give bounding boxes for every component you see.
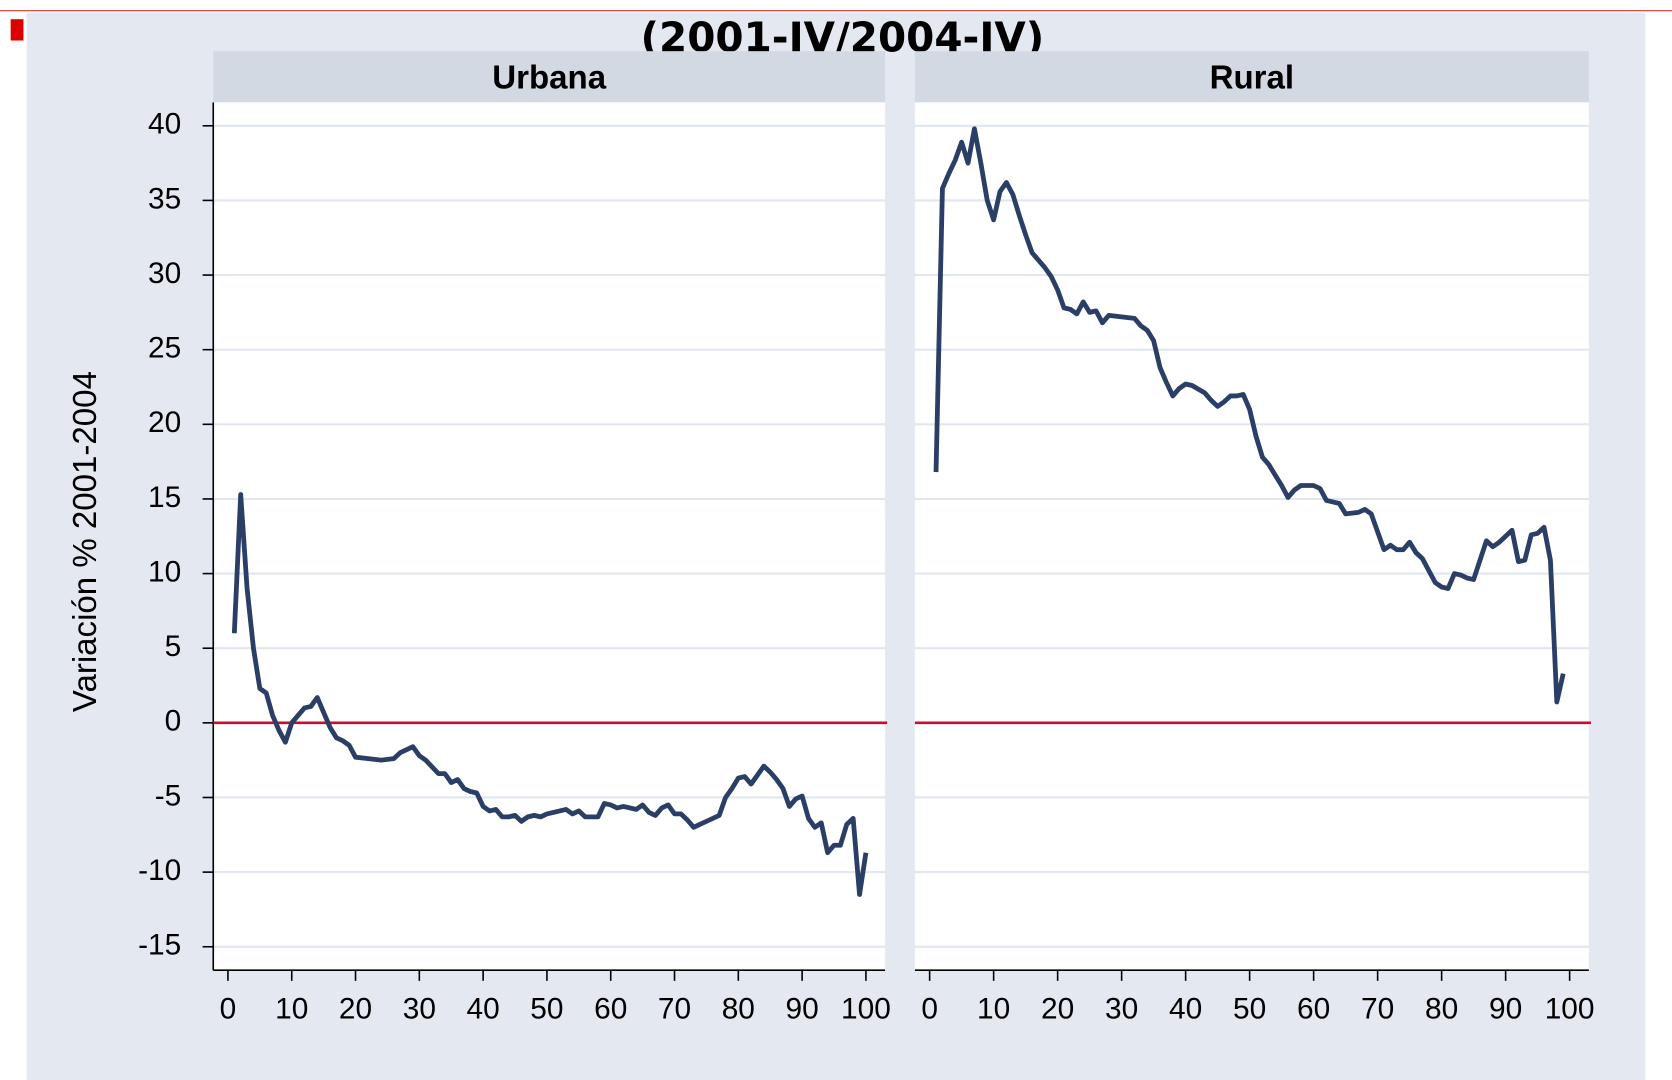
y-tick-label: 5	[165, 630, 182, 663]
x-tick-label: 80	[722, 993, 755, 1026]
x-tick-label: 40	[1169, 993, 1202, 1026]
y-tick-label: 35	[148, 182, 181, 215]
panel-header	[213, 51, 886, 103]
x-tick-label: 50	[530, 993, 563, 1026]
x-tick-label: 70	[658, 993, 691, 1026]
x-tick-label: 10	[275, 993, 308, 1026]
x-tick-label: 0	[921, 993, 938, 1026]
x-tick-label: 40	[467, 993, 500, 1026]
panel	[914, 102, 1589, 971]
data-line	[933, 126, 1566, 705]
panel	[213, 102, 886, 971]
x-tick-label: 70	[1361, 993, 1394, 1026]
x-tick-label: 0	[220, 993, 237, 1026]
x-tick-label: 30	[1105, 993, 1138, 1026]
x-tick-label: 20	[1041, 993, 1074, 1026]
y-tick-label: 10	[148, 555, 181, 588]
y-tick-label: 15	[148, 481, 181, 514]
x-tick-label: 10	[977, 993, 1010, 1026]
x-tick-label: 100	[841, 993, 891, 1026]
bullet	[10, 19, 24, 41]
x-tick-label: 50	[1233, 993, 1266, 1026]
x-tick-label: 90	[786, 993, 819, 1026]
x-tick-label: 80	[1425, 993, 1458, 1026]
y-tick-label: 25	[148, 332, 181, 365]
y-tick-label: 40	[148, 108, 181, 141]
x-tick-label: 90	[1489, 993, 1522, 1026]
x-tick-label: 60	[594, 993, 627, 1026]
x-tick-label: 100	[1545, 993, 1595, 1026]
y-tick-label: 0	[165, 705, 182, 738]
panel-title: Urbana	[492, 60, 606, 97]
y-axis-label: Variación % 2001-2004	[67, 371, 104, 712]
panel-header	[914, 51, 1589, 103]
y-tick-label: -10	[138, 854, 181, 887]
y-tick-label: -5	[155, 779, 182, 812]
y-tick-label: 20	[148, 406, 181, 439]
x-tick-label: 60	[1297, 993, 1330, 1026]
data-line	[231, 492, 869, 897]
panel-title: Rural	[1210, 60, 1294, 97]
x-tick-label: 20	[339, 993, 372, 1026]
y-tick-label: -15	[138, 929, 181, 962]
x-tick-label: 30	[403, 993, 436, 1026]
y-tick-label: 30	[148, 257, 181, 290]
